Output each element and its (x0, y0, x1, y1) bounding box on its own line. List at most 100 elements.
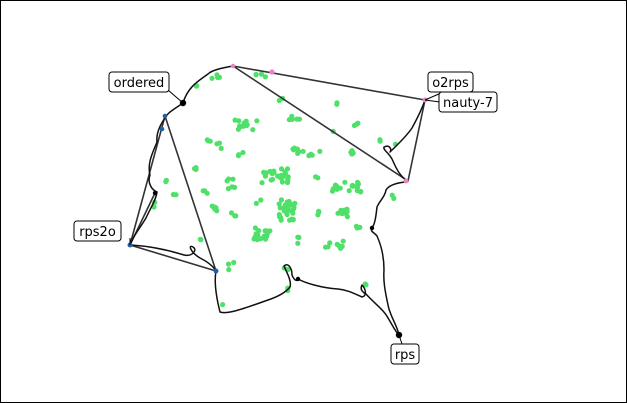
scatter-point (317, 148, 323, 154)
hull-edge-bottom-left (129, 244, 217, 272)
marker-pink-top (269, 69, 275, 75)
scatter-point (337, 185, 343, 191)
marker-dot-mid-left (152, 190, 158, 196)
scatter-point (253, 200, 259, 206)
scatter-point (290, 210, 296, 216)
scatter-point (264, 234, 270, 240)
scatter-point (285, 174, 291, 180)
hull-lines (129, 65, 426, 272)
scatter-point (353, 223, 359, 229)
label-ordered: ordered (108, 71, 170, 93)
hull-edge-top (232, 65, 426, 101)
scatter-point (224, 178, 230, 184)
scatter-point (283, 209, 289, 215)
scatter-point (300, 148, 306, 154)
scatter-point (204, 190, 210, 196)
scatter-point (344, 206, 350, 212)
scatter-point (342, 179, 348, 185)
scatter-point (363, 282, 369, 288)
scatter-point (350, 150, 356, 156)
scatter-point (290, 217, 296, 223)
path-right-loop (383, 99, 426, 182)
scatter-point (232, 184, 238, 190)
scatter-point (261, 169, 267, 175)
hull-edge-left-outer (129, 115, 166, 246)
scatter-point (278, 166, 285, 172)
traversal-path (129, 65, 426, 336)
scatter-point (335, 210, 341, 216)
scatter-point (214, 208, 220, 214)
marker-blue-lower (213, 268, 219, 274)
label-o2rps: o2rps (427, 71, 474, 93)
path-lower-left (129, 244, 400, 336)
scatter-point (163, 179, 169, 185)
svg-text:rps2o: rps2o (79, 225, 116, 240)
scatter-point (259, 180, 265, 186)
path-top-left (182, 65, 234, 104)
scatter-point (262, 74, 268, 80)
scatter-point (269, 176, 276, 182)
scatter-point (289, 116, 295, 122)
scatter-point (332, 182, 338, 188)
scatter-point (170, 191, 176, 198)
marker-dot-bottom (295, 276, 301, 282)
scatter-point (315, 212, 321, 218)
scatter-point (355, 181, 361, 187)
scatter-point (334, 100, 340, 106)
scatter-point (336, 243, 342, 249)
scatter-point (254, 118, 260, 124)
marker-pink-right (403, 178, 409, 184)
scatter-point (269, 170, 275, 177)
scatter-point (284, 179, 291, 186)
scatter-point (233, 213, 239, 219)
scatter-point (250, 127, 256, 133)
scatter-point (391, 195, 397, 201)
marker-dot-right (369, 225, 375, 231)
scatter-point (275, 173, 281, 179)
scatter-point (191, 166, 198, 172)
scatter-point (377, 138, 383, 144)
scatter-point (230, 176, 236, 182)
scatter-point (291, 147, 297, 153)
scatter-points (151, 71, 399, 308)
scatter-point (276, 212, 282, 218)
scatter-point (276, 97, 282, 104)
scatter-point (216, 140, 222, 146)
scatter-point (355, 120, 361, 126)
hull-edge-diagonal (232, 65, 409, 182)
scatter-point (252, 234, 258, 240)
label-connectors (129, 89, 449, 345)
scatter-point (226, 267, 232, 273)
scatter-point (204, 137, 210, 143)
svg-text:ordered: ordered (114, 76, 165, 91)
scatter-point (282, 170, 288, 176)
path-left-arc (129, 102, 184, 246)
path-right-up (370, 180, 409, 336)
scatter-point (281, 204, 287, 210)
scatter-point (240, 123, 247, 129)
svg-text:rps: rps (395, 348, 416, 363)
scatter-point (220, 302, 226, 308)
scatter-point (232, 117, 238, 123)
scatter-point (194, 83, 200, 89)
scatter-point (278, 197, 285, 203)
hull-edge-right (407, 99, 426, 182)
scatter-point (295, 240, 301, 246)
hull-edge-left-inner (164, 115, 217, 272)
scatter-point (357, 189, 364, 195)
scatter-point (258, 71, 265, 77)
markers (127, 63, 428, 339)
scatter-point (308, 151, 314, 157)
scatter-point (349, 183, 355, 189)
label-rps: rps (390, 343, 420, 365)
scatter-point (279, 179, 285, 185)
scatter-point (322, 244, 329, 250)
marker-blue-upper-2 (159, 126, 165, 132)
scatter-point (295, 234, 301, 240)
scatter-point (284, 166, 291, 172)
scatter-point (225, 261, 232, 267)
scatter-point (258, 197, 264, 203)
scatter-point (216, 74, 223, 80)
